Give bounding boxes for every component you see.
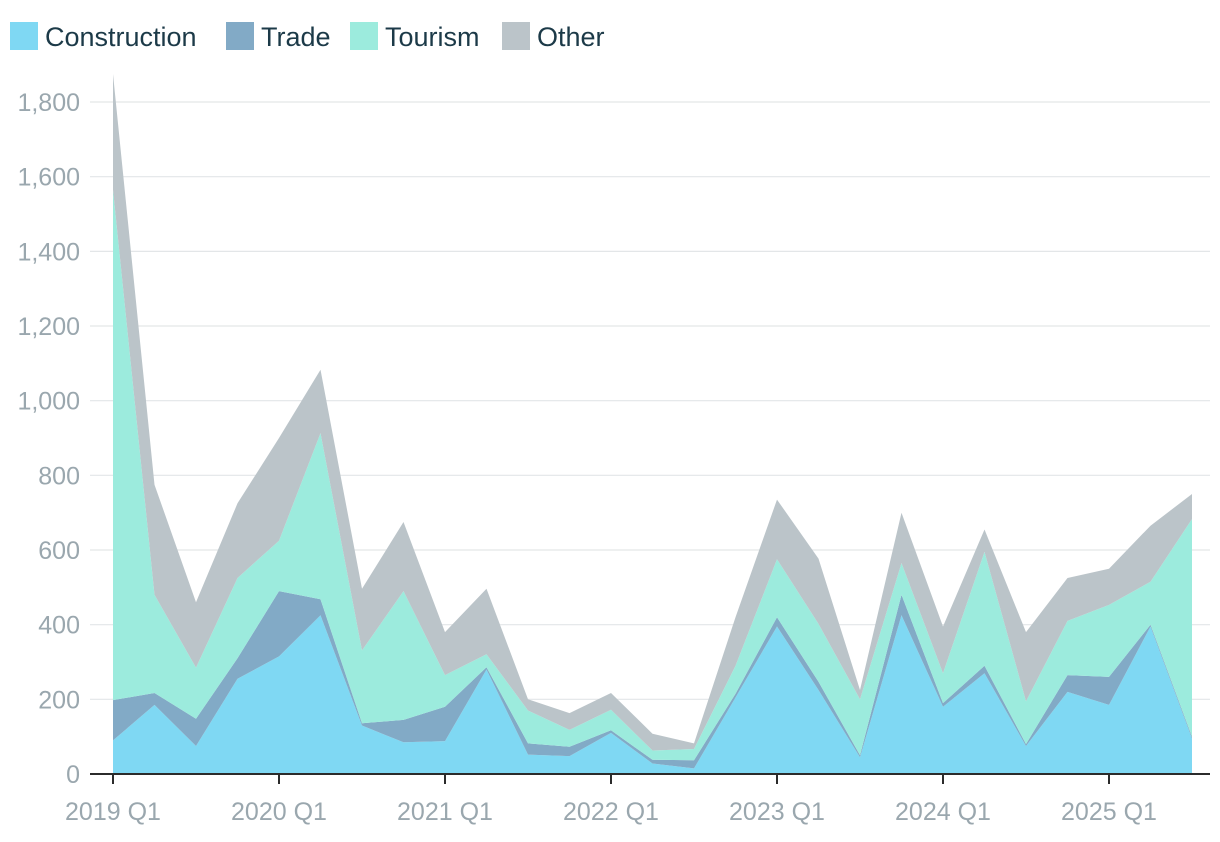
- y-tick-label: 1,400: [17, 238, 80, 266]
- y-tick-label: 1,800: [17, 89, 80, 117]
- area-other: [113, 74, 1192, 751]
- x-tick-label: 2021 Q1: [397, 798, 493, 826]
- series-areas: [113, 74, 1192, 774]
- y-tick-label: 1,200: [17, 313, 80, 341]
- x-tick-label: 2020 Q1: [231, 798, 327, 826]
- x-axis: 2019 Q1 2020 Q1 2021 Q1 2022 Q1 2023 Q1 2024 …: [65, 773, 1210, 826]
- legend-swatch-construction: [10, 22, 38, 50]
- area-trade: [113, 591, 1192, 769]
- legend-swatch-tourism: [350, 22, 378, 50]
- x-tick-label: 2019 Q1: [65, 798, 161, 826]
- y-axis: 0 200 400 600 800 1,000 1,200 1,400 1,600 1,800: [17, 89, 80, 789]
- y-tick-label: 1,600: [17, 164, 80, 192]
- x-tick-label: 2025 Q1: [1061, 798, 1157, 826]
- legend-label-other: Other: [537, 22, 605, 52]
- y-tick-label: 400: [38, 612, 80, 640]
- x-tick-label: 2024 Q1: [895, 798, 991, 826]
- legend-swatch-other: [502, 22, 530, 50]
- legend-swatch-trade: [226, 22, 254, 50]
- y-tick-label: 1,000: [17, 388, 80, 416]
- y-tick-label: 800: [38, 462, 80, 490]
- legend-label-tourism: Tourism: [385, 22, 480, 52]
- x-tick-label: 2023 Q1: [729, 798, 825, 826]
- legend-label-construction: Construction: [45, 22, 197, 52]
- area-construction: [113, 615, 1192, 774]
- y-tick-label: 0: [66, 761, 80, 789]
- legend: Construction Trade Tourism Other: [10, 22, 605, 52]
- legend-label-trade: Trade: [261, 22, 331, 52]
- y-tick-label: 200: [38, 686, 80, 714]
- x-tick-label: 2022 Q1: [563, 798, 659, 826]
- y-tick-label: 600: [38, 537, 80, 565]
